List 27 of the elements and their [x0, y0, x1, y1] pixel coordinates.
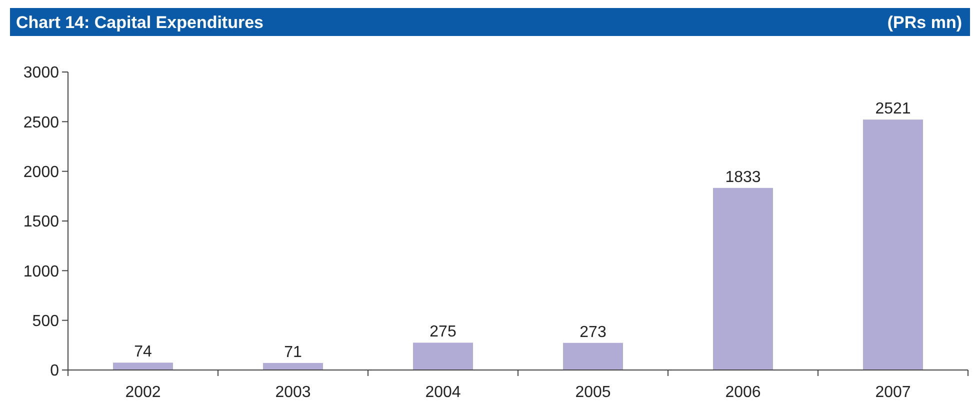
- data-label: 273: [580, 324, 606, 341]
- bar: [263, 362, 323, 370]
- data-label: 2521: [875, 100, 911, 118]
- y-tick-label: 0: [50, 362, 60, 380]
- y-tick-label: 1500: [23, 214, 60, 231]
- bar: [713, 188, 773, 370]
- x-tick-label: 2007: [875, 384, 911, 401]
- y-tick-label: 1000: [23, 263, 60, 280]
- chart-subtitle: (PRs mn): [887, 13, 962, 32]
- data-label: 275: [430, 324, 456, 341]
- y-tick-label: 2000: [23, 164, 60, 181]
- bar: [563, 342, 623, 370]
- x-tick-label: 2004: [425, 384, 461, 401]
- bar: [413, 342, 473, 370]
- data-label: 1833: [725, 168, 761, 186]
- x-tick-label: 2006: [725, 384, 761, 401]
- y-tick-label: 2500: [23, 114, 60, 132]
- data-label: 74: [134, 344, 152, 361]
- y-tick-label: 500: [32, 312, 60, 330]
- x-tick-label: 2002: [125, 384, 161, 401]
- y-tick-label: 3000: [23, 64, 60, 82]
- chart-title: Chart 14: Capital Expenditures: [16, 13, 264, 32]
- bar: [113, 362, 173, 370]
- data-label: 71: [284, 344, 302, 361]
- bar: [863, 120, 923, 370]
- x-tick-label: 2005: [575, 384, 611, 401]
- x-tick-label: 2003: [275, 384, 311, 401]
